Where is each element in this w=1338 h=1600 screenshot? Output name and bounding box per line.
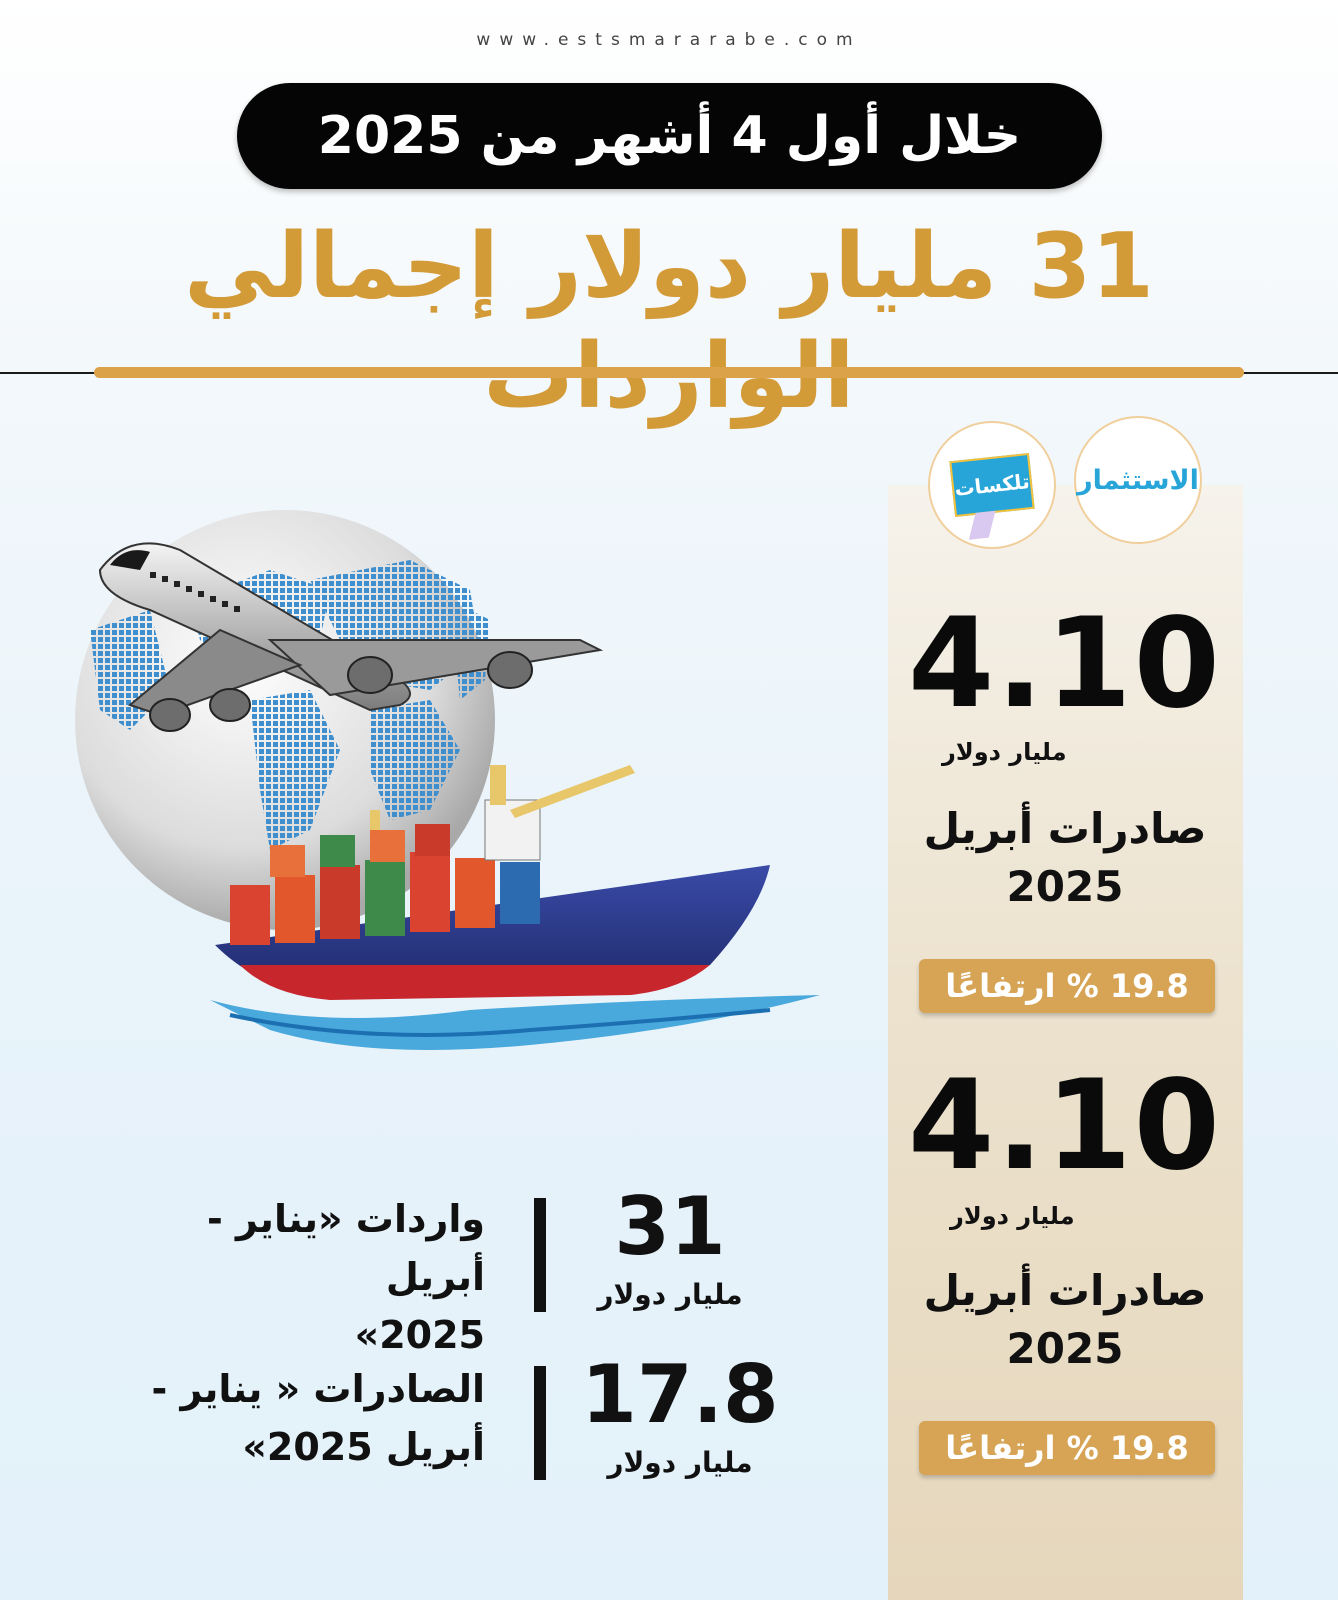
bottom-stat-unit-2: مليار دولار: [607, 1446, 753, 1479]
side-stat-label-2: صادرات أبريل 2025: [900, 1262, 1230, 1378]
bottom-stat-separator-1: [534, 1198, 546, 1312]
headline: 31 مليار دولار إجمالي الواردات: [184, 214, 1154, 429]
side-stat-value-1: 4.10: [908, 592, 1222, 736]
side-stat-change-1: 19.8 % ارتفاعًا: [919, 959, 1215, 1013]
gold-divider: [94, 367, 1244, 378]
side-stat-label-2-line1: صادرات أبريل: [923, 1266, 1207, 1315]
bottom-stat-unit-1: مليار دولار: [597, 1278, 743, 1311]
containers: [230, 824, 540, 945]
bottom-stat-label-1-line1: واردات «يناير - أبريل: [207, 1197, 485, 1299]
period-text: خلال أول 4 أشهر من 2025: [317, 106, 1022, 166]
bottom-stat-label-2-line2: أبريل 2025»: [242, 1425, 485, 1469]
bottom-stat-label-2-line1: الصادرات « يناير -: [151, 1367, 485, 1411]
telecast-logo: تلكسات: [928, 421, 1056, 549]
bottom-stat-label-2: الصادرات « يناير - أبريل 2025»: [100, 1360, 485, 1476]
side-stat-label-1: صادرات أبريل 2025: [900, 800, 1230, 916]
side-stat-unit-2: مليار دولار: [950, 1202, 1075, 1230]
side-stat-label-1-line2: 2025: [1006, 862, 1124, 911]
telecast-logo-text: تلكسات: [953, 469, 1031, 501]
bottom-stat-separator-2: [534, 1366, 546, 1480]
side-stat-unit-1: مليار دولار: [942, 738, 1067, 766]
website-url: www.estsmararabe.com: [476, 30, 862, 50]
estithmar-logo: الاستثمار: [1074, 416, 1202, 544]
bottom-stat-value-2: 17.8: [581, 1348, 779, 1441]
trade-illustration: [75, 510, 820, 1050]
bottom-stat-label-1-line2: 2025»: [354, 1313, 485, 1357]
bottom-stat-label-1: واردات «يناير - أبريل 2025»: [100, 1190, 485, 1364]
cargo-ship-icon: [210, 765, 820, 1050]
airplane-icon: [98, 542, 604, 732]
side-stat-change-2: 19.8 % ارتفاعًا: [919, 1421, 1215, 1475]
side-stat-label-2-line2: 2025: [1006, 1324, 1124, 1373]
side-stat-label-1-line1: صادرات أبريل: [923, 804, 1207, 853]
bottom-stat-value-1: 31: [614, 1180, 726, 1273]
telecast-logo-badge: تلكسات: [949, 452, 1035, 518]
side-stat-value-2: 4.10: [908, 1054, 1222, 1198]
side-panel: [888, 485, 1243, 1600]
estithmar-logo-text: الاستثمار: [1077, 464, 1199, 496]
period-banner: خلال أول 4 أشهر من 2025: [237, 83, 1102, 189]
